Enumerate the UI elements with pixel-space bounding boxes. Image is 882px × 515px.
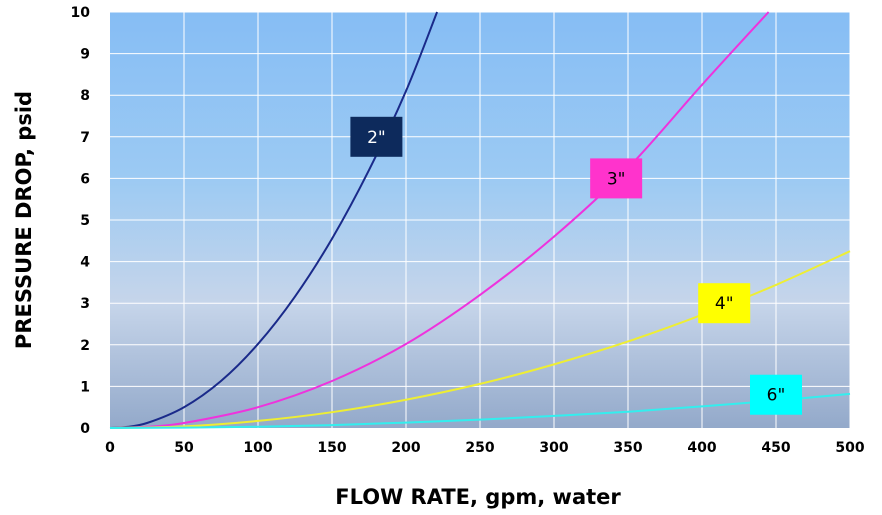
y-tick-label: 6 <box>80 171 90 187</box>
y-tick-label: 0 <box>80 421 90 437</box>
series-label-text: 2" <box>367 128 386 148</box>
y-tick-label: 1 <box>80 379 90 395</box>
x-tick-label: 400 <box>687 440 716 456</box>
y-tick-label: 3 <box>80 296 90 312</box>
y-tick-label: 10 <box>71 5 91 21</box>
series-labels: 2" 3" 4" 6" <box>350 116 802 415</box>
series-label-box <box>590 158 643 199</box>
y-tick-label: 8 <box>80 88 90 104</box>
x-tick-label: 300 <box>539 440 568 456</box>
x-axis-title: FLOW RATE, gpm, water <box>335 485 621 509</box>
x-axis-ticks: 0 50 100 150 200 250 300 350 400 450 500 <box>105 440 865 456</box>
x-tick-label: 50 <box>174 440 194 456</box>
x-tick-label: 450 <box>761 440 790 456</box>
x-tick-label: 0 <box>105 440 115 456</box>
x-tick-label: 500 <box>835 440 864 456</box>
series-label-text: 6" <box>767 386 786 406</box>
series-label-box <box>698 283 751 324</box>
grid <box>110 11 851 428</box>
x-tick-label: 250 <box>465 440 494 456</box>
y-tick-label: 7 <box>80 130 90 146</box>
x-tick-label: 350 <box>613 440 642 456</box>
series-line-4 <box>109 392 851 429</box>
y-tick-label: 4 <box>80 255 90 271</box>
series-label-text: 4" <box>715 294 734 314</box>
series-label-box <box>750 374 802 415</box>
series-label-text: 3" <box>607 169 626 189</box>
x-tick-label: 200 <box>391 440 420 456</box>
y-tick-label: 2 <box>80 338 90 354</box>
series-lines <box>109 11 851 429</box>
y-tick-label: 9 <box>80 47 90 63</box>
series-label-box <box>350 116 403 157</box>
x-tick-label: 100 <box>243 440 272 456</box>
y-axis-ticks: 0 1 2 3 4 5 6 7 8 9 10 <box>71 5 91 437</box>
y-tick-label: 5 <box>80 213 90 229</box>
series-line-2 <box>109 11 770 429</box>
x-tick-label: 150 <box>317 440 346 456</box>
y-axis-title: PRESSURE DROP, psid <box>12 91 36 349</box>
